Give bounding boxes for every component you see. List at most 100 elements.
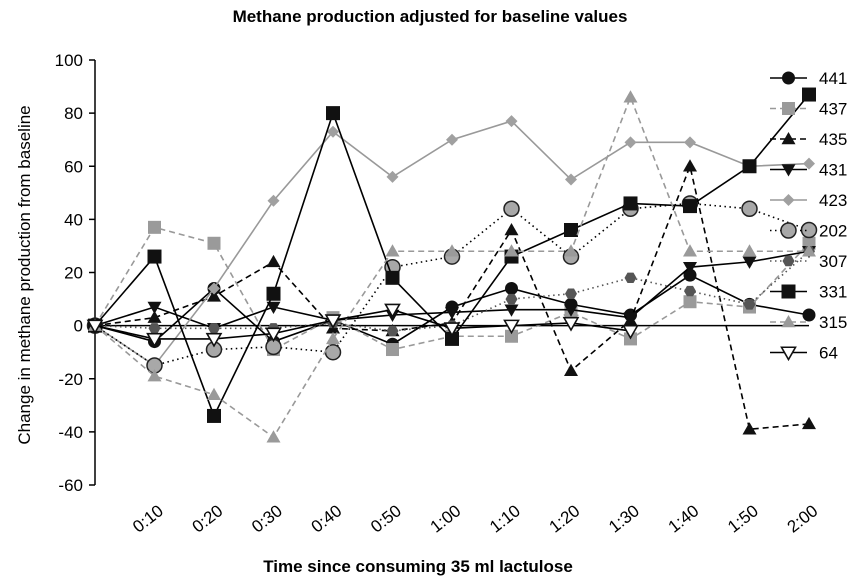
y-tick-label: 20 (64, 264, 83, 283)
data-point-431 (266, 301, 281, 315)
data-point-435 (504, 223, 519, 236)
data-point-331 (564, 223, 578, 237)
data-point-307 (505, 293, 518, 305)
legend-marker (782, 194, 795, 206)
legend-label: 435 (819, 130, 847, 149)
data-point-431 (445, 307, 459, 320)
data-point-431 (623, 312, 638, 325)
data-point-435 (683, 159, 697, 172)
data-point-315 (266, 430, 281, 443)
data-point-64 (622, 324, 639, 340)
data-point-435 (266, 254, 281, 268)
x-tick-label: 1:30 (605, 501, 643, 536)
data-point-423 (267, 194, 280, 207)
legend-item-307: 307 (770, 252, 847, 271)
data-point-437 (207, 236, 221, 250)
legend-item-331: 331 (770, 283, 847, 302)
data-point-202 (324, 343, 342, 361)
legend-item-315: 315 (770, 313, 847, 332)
data-point-307 (565, 288, 577, 299)
x-tick-label: 0:10 (129, 501, 167, 536)
legend-marker (782, 255, 795, 267)
legend-marker (781, 132, 796, 145)
x-tick-label: 1:20 (546, 501, 584, 536)
data-point-331 (326, 106, 340, 121)
y-tick-label: 100 (55, 51, 83, 70)
data-point-315 (326, 331, 340, 345)
data-point-315 (742, 244, 757, 257)
data-point-307 (148, 323, 161, 334)
data-point-435 (802, 416, 816, 430)
data-point-435 (742, 422, 757, 435)
data-point-331 (445, 331, 459, 346)
data-point-331 (802, 87, 816, 102)
legend-marker (782, 71, 795, 85)
legend-label: 331 (819, 283, 847, 302)
data-point-441 (505, 281, 518, 295)
legend-marker (780, 346, 797, 362)
data-point-423 (446, 133, 458, 146)
series-line-64 (94, 308, 631, 340)
data-point-307 (743, 299, 756, 310)
legend-item-437: 437 (770, 100, 847, 119)
x-tick-label: 1:10 (486, 501, 524, 536)
data-point-437 (148, 220, 161, 234)
data-point-64 (205, 332, 223, 348)
data-point-202 (741, 200, 758, 217)
data-point-423 (803, 157, 815, 170)
x-tick-label: 0:30 (248, 501, 286, 536)
x-tick-label: 1:00 (427, 501, 465, 536)
data-point-331 (683, 199, 697, 214)
data-point-423 (624, 136, 637, 149)
data-point-423 (684, 136, 696, 149)
data-point-331 (147, 249, 162, 264)
legend-label: 64 (819, 344, 838, 363)
legend-label: 423 (819, 191, 847, 210)
legend-marker (781, 164, 796, 177)
x-tick-label: 0:20 (189, 501, 227, 536)
x-tick-label: 2:00 (784, 501, 822, 536)
x-tick-label: 0:40 (308, 501, 346, 536)
y-tick-label: 0 (74, 317, 83, 336)
data-point-315 (385, 244, 400, 257)
legend-marker (781, 284, 796, 299)
data-point-202 (800, 221, 818, 239)
data-point-431 (742, 256, 757, 269)
y-tick-label: 40 (64, 210, 83, 229)
legend-marker (781, 315, 796, 328)
data-point-315 (504, 244, 519, 257)
x-tick-label: 1:50 (724, 501, 762, 536)
legend-item-202: 202 (770, 222, 847, 241)
legend-label: 315 (819, 313, 847, 332)
data-point-64 (443, 322, 461, 337)
data-point-315 (564, 244, 578, 257)
data-point-431 (147, 301, 162, 315)
y-axis-label: Change in methane production from baseli… (15, 105, 34, 444)
data-point-315 (147, 369, 162, 382)
data-point-307 (386, 325, 399, 337)
data-point-437 (505, 329, 518, 343)
y-tick-label: -60 (58, 476, 83, 495)
data-point-437 (683, 295, 697, 309)
data-point-307 (208, 323, 220, 334)
data-point-331 (385, 270, 400, 285)
legend: 441 437 435 431 423 202 307 331 315 64 (770, 69, 847, 363)
legend-item-423: 423 (770, 191, 847, 210)
legend-item-431: 431 (770, 161, 847, 180)
series-435 (88, 159, 816, 435)
data-point-423 (327, 125, 339, 138)
data-point-307 (624, 272, 637, 284)
data-point-315 (683, 244, 697, 257)
data-point-423 (565, 173, 577, 186)
x-tick-label: 0:50 (367, 501, 405, 536)
plot-area: -60 -40 -20 0 20 40 60 80 100 0:10 0:20 0:30 0:40 0:5… (55, 51, 822, 537)
data-point-64 (86, 319, 104, 335)
legend-item-435: 435 (770, 130, 847, 149)
data-point-431 (564, 304, 578, 317)
y-tick-label: -40 (58, 423, 83, 442)
x-axis-label: Time since consuming 35 ml lactulose (263, 557, 573, 576)
series-64 (86, 303, 639, 348)
legend-label: 437 (819, 100, 847, 119)
data-point-423 (505, 115, 518, 128)
